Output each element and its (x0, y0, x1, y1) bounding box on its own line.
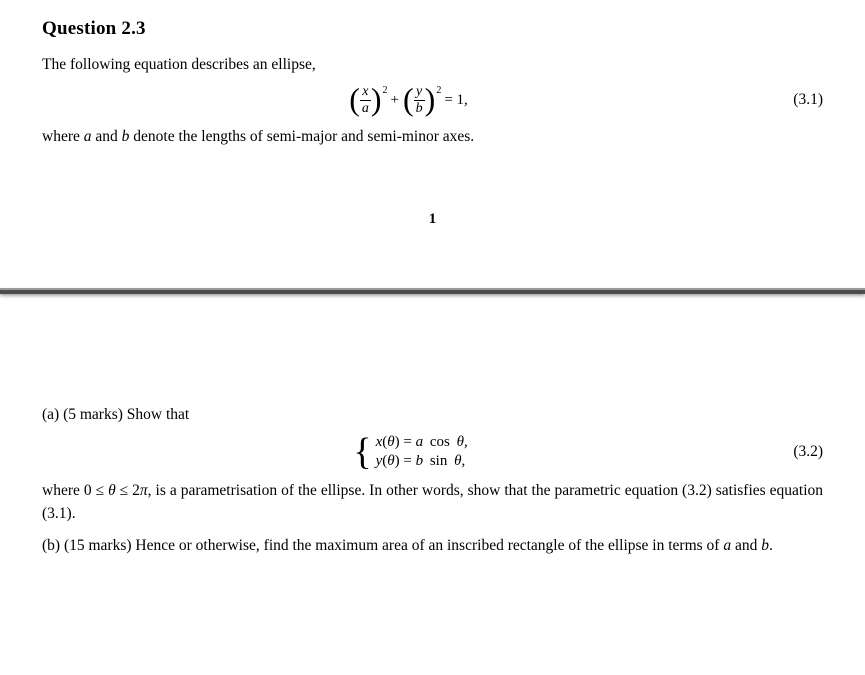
left-brace: { (353, 435, 371, 469)
case-line-1: x(θ) = a cos θ, (376, 434, 468, 451)
frac-num: y (414, 85, 424, 100)
equation-number-3-1: (3.1) (779, 91, 823, 109)
part-a-intro: (a) (5 marks) Show that (42, 404, 823, 426)
rparen-1: ) (371, 83, 382, 115)
cases-body: x(θ) = a cos θ, y(θ) = b sin θ, (376, 434, 468, 470)
part-b-text: (b) (15 marks) Hence or otherwise, find … (42, 535, 823, 557)
arg-theta: θ (387, 453, 394, 469)
term-1: ( x a ) 2 (349, 84, 386, 116)
equation-3-2: { x(θ) = a cos θ, y(θ) = b sin θ, (353, 434, 467, 470)
seg-pre: (b) (15 marks) Hence or otherwise, find … (42, 537, 723, 554)
exponent-2: 2 (436, 85, 441, 96)
lparen-1: ( (349, 83, 360, 115)
frac-x-a: x a (360, 85, 371, 116)
term-2: ( y b ) 2 (403, 84, 440, 116)
seg-pi: π (140, 482, 148, 499)
frac-y-b: y b (414, 85, 425, 116)
equation-3-1: ( x a ) 2 + ( y b ) 2 = 1, (349, 84, 472, 116)
trig-cos: cos (423, 434, 457, 450)
equation-3-2-row: { x(θ) = a cos θ, y(θ) = b sin θ, (3.2) (42, 434, 823, 470)
intro-text: The following equation describes an elli… (42, 54, 823, 76)
exponent-1: 2 (383, 85, 388, 96)
page-number: 1 (42, 211, 823, 228)
comma: , (461, 453, 465, 469)
seg-theta: θ (108, 482, 116, 499)
where-mid: and (92, 128, 122, 145)
cases-brace-group: { x(θ) = a cos θ, y(θ) = b sin θ, (353, 434, 467, 470)
seg-and: and (731, 537, 761, 554)
equals-result: = 1, (440, 92, 471, 109)
frac-num: x (360, 85, 370, 100)
page-top: Question 2.3 The following equation desc… (0, 0, 865, 288)
frac-den: b (414, 100, 425, 116)
var-a: a (723, 537, 731, 554)
part-a-post: where 0 ≤ θ ≤ 2π, is a parametrisation o… (42, 480, 823, 525)
coef-b: b (416, 453, 424, 469)
plus-op: + (387, 92, 403, 109)
seg-period: . (769, 537, 773, 554)
where-post: denote the lengths of semi-major and sem… (129, 128, 474, 145)
equation-3-1-row: ( x a ) 2 + ( y b ) 2 = 1, (3.1) (42, 84, 823, 116)
page-bottom: (a) (5 marks) Show that { x(θ) = a cos θ… (0, 294, 865, 588)
frac-den: a (360, 100, 371, 116)
trig-sin: sin (423, 453, 454, 469)
question-heading: Question 2.3 (42, 18, 823, 40)
arg-theta: θ (387, 434, 394, 450)
eq-sym: = (400, 453, 416, 469)
seg-rest: , is a parametrisation of the ellipse. I… (42, 482, 823, 521)
rparen-2: ) (425, 83, 436, 115)
seg-mid: ≤ 2 (116, 482, 140, 499)
where-ab-text: where a and b denote the lengths of semi… (42, 126, 823, 148)
eq-sym: = (400, 434, 416, 450)
comma: , (464, 434, 468, 450)
var-b: b (761, 537, 769, 554)
where-pre: where (42, 128, 84, 145)
equation-number-3-2: (3.2) (779, 443, 823, 461)
var-a: a (84, 128, 92, 145)
var-theta: θ (457, 434, 464, 450)
case-line-2: y(θ) = b sin θ, (376, 453, 468, 470)
coef-a: a (416, 434, 424, 450)
lparen-2: ( (403, 83, 414, 115)
seg-pre: where 0 ≤ (42, 482, 108, 499)
